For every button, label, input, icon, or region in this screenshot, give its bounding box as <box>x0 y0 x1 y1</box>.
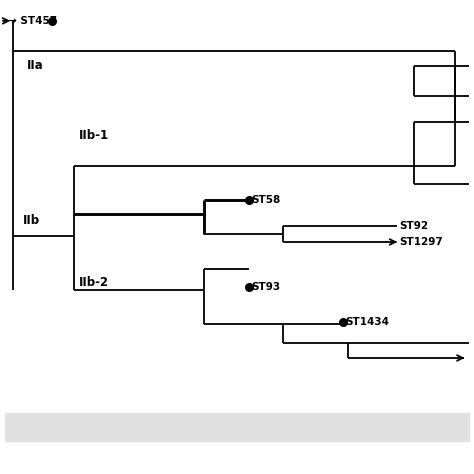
FancyBboxPatch shape <box>5 413 469 441</box>
Text: ST92: ST92 <box>400 221 428 231</box>
Text: → ST457: → ST457 <box>9 16 57 26</box>
Text: ST1297: ST1297 <box>400 237 443 247</box>
Text: ST58: ST58 <box>251 195 280 205</box>
Text: IIb-1: IIb-1 <box>79 129 109 142</box>
Text: ST93: ST93 <box>251 283 280 292</box>
Text: Nodes: 33: Nodes: 33 <box>410 423 456 432</box>
Text: IIb-2: IIb-2 <box>79 276 109 289</box>
Text: IIa: IIa <box>27 59 44 73</box>
Text: IIb: IIb <box>22 214 39 227</box>
Text: ST1434: ST1434 <box>345 317 389 327</box>
